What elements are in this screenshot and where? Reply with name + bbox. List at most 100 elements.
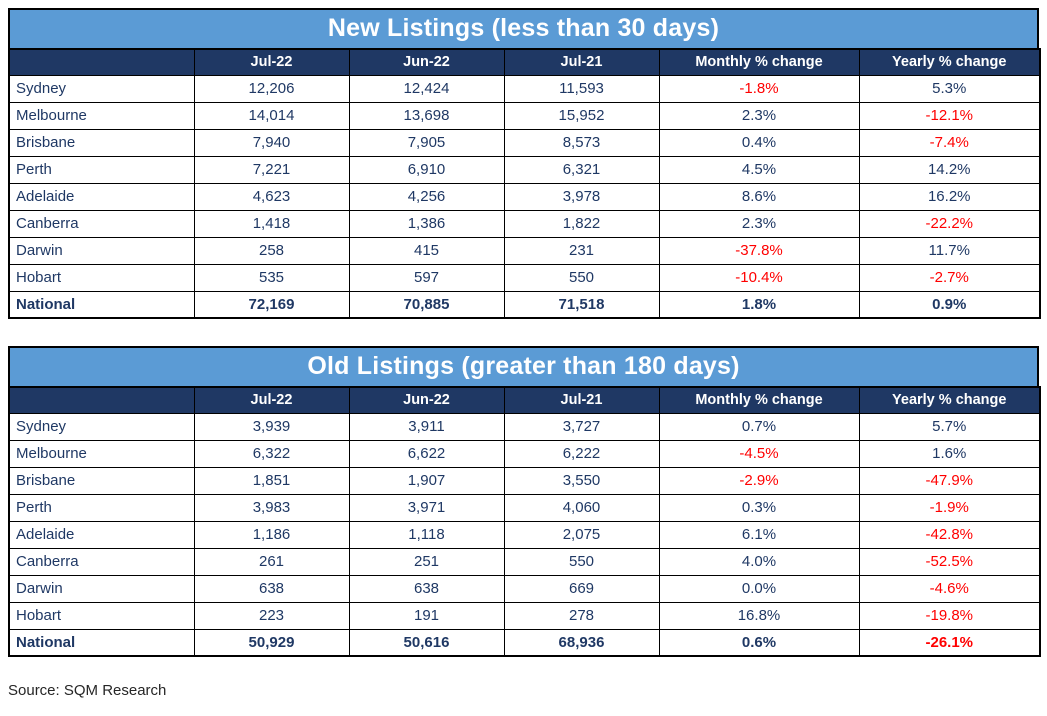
value-cell: 6,322: [193, 439, 350, 468]
table-row: Perth 7,221 6,910 6,321 4.5% 14.2%: [8, 155, 1041, 184]
value-cell: 1,186: [193, 520, 350, 549]
value-cell: 261: [193, 547, 350, 576]
value-cell: -22.2%: [858, 209, 1041, 238]
value-cell: 1.6%: [858, 439, 1041, 468]
value-cell: 72,169: [193, 290, 350, 319]
value-cell: -4.5%: [658, 439, 860, 468]
new-listings-table: New Listings (less than 30 days) Jul-22 J…: [8, 8, 1041, 319]
value-cell: 6,222: [503, 439, 660, 468]
value-cell: 13,698: [348, 101, 505, 130]
value-cell: 191: [348, 601, 505, 630]
value-cell: 638: [193, 574, 350, 603]
value-cell: 1,118: [348, 520, 505, 549]
value-cell: 71,518: [503, 290, 660, 319]
value-cell: 638: [348, 574, 505, 603]
value-cell: 258: [193, 236, 350, 265]
value-cell: 14.2%: [858, 155, 1041, 184]
value-cell: -19.8%: [858, 601, 1041, 630]
value-cell: 0.4%: [658, 128, 860, 157]
value-cell: -52.5%: [858, 547, 1041, 576]
value-cell: 550: [503, 547, 660, 576]
column-header: Jul-22: [193, 48, 350, 76]
value-cell: -2.7%: [858, 263, 1041, 292]
value-cell: 535: [193, 263, 350, 292]
value-cell: -37.8%: [658, 236, 860, 265]
value-cell: 6,321: [503, 155, 660, 184]
old-listings-table: Old Listings (greater than 180 days) Jul…: [8, 346, 1041, 657]
row-label: Darwin: [8, 236, 195, 265]
value-cell: 16.8%: [658, 601, 860, 630]
new-listings-data-table: Jul-22 Jun-22 Jul-21 Monthly % change Yearly…: [8, 48, 1041, 319]
value-cell: 2.3%: [658, 101, 860, 130]
table-row: Canberra 261 251 550 4.0% -52.5%: [8, 547, 1041, 576]
value-cell: 6,910: [348, 155, 505, 184]
table-row: Darwin 638 638 669 0.0% -4.6%: [8, 574, 1041, 603]
value-cell: -47.9%: [858, 466, 1041, 495]
value-cell: 4,060: [503, 493, 660, 522]
row-label: Sydney: [8, 74, 195, 103]
old-listings-title: Old Listings (greater than 180 days): [8, 346, 1039, 386]
table-row: Melbourne 14,014 13,698 15,952 2.3% -12.1%: [8, 101, 1041, 130]
new-listings-title: New Listings (less than 30 days): [8, 8, 1039, 48]
value-cell: 5.7%: [858, 412, 1041, 441]
value-cell: 1,386: [348, 209, 505, 238]
page: New Listings (less than 30 days) Jul-22 J…: [8, 8, 1041, 699]
table-row: National 50,929 50,616 68,936 0.6% -26.1%: [8, 628, 1041, 657]
value-cell: 7,940: [193, 128, 350, 157]
row-label-header: [8, 386, 195, 414]
value-cell: 4,256: [348, 182, 505, 211]
value-cell: 3,939: [193, 412, 350, 441]
value-cell: -7.4%: [858, 128, 1041, 157]
value-cell: 1.8%: [658, 290, 860, 319]
value-cell: 12,206: [193, 74, 350, 103]
value-cell: 231: [503, 236, 660, 265]
row-label: Melbourne: [8, 439, 195, 468]
header-row: Jul-22 Jun-22 Jul-21 Monthly % change Yearly…: [8, 386, 1041, 414]
row-label: Brisbane: [8, 466, 195, 495]
value-cell: -10.4%: [658, 263, 860, 292]
value-cell: 0.6%: [658, 628, 860, 657]
row-label: Brisbane: [8, 128, 195, 157]
value-cell: 11,593: [503, 74, 660, 103]
table-row: Adelaide 1,186 1,118 2,075 6.1% -42.8%: [8, 520, 1041, 549]
value-cell: 4.5%: [658, 155, 860, 184]
value-cell: 0.0%: [658, 574, 860, 603]
value-cell: 3,978: [503, 182, 660, 211]
value-cell: 3,983: [193, 493, 350, 522]
value-cell: 669: [503, 574, 660, 603]
value-cell: 16.2%: [858, 182, 1041, 211]
value-cell: 50,616: [348, 628, 505, 657]
value-cell: 2.3%: [658, 209, 860, 238]
value-cell: 278: [503, 601, 660, 630]
value-cell: 597: [348, 263, 505, 292]
column-header: Jul-21: [503, 48, 660, 76]
table-row: Sydney 12,206 12,424 11,593 -1.8% 5.3%: [8, 74, 1041, 103]
row-label: Hobart: [8, 263, 195, 292]
value-cell: 251: [348, 547, 505, 576]
value-cell: 4,623: [193, 182, 350, 211]
table-body: Sydney 12,206 12,424 11,593 -1.8% 5.3% Melbour…: [8, 74, 1041, 319]
value-cell: 0.7%: [658, 412, 860, 441]
value-cell: 8.6%: [658, 182, 860, 211]
table-row: Brisbane 1,851 1,907 3,550 -2.9% -47.9%: [8, 466, 1041, 495]
row-label: National: [8, 290, 195, 319]
header-row: Jul-22 Jun-22 Jul-21 Monthly % change Yearly…: [8, 48, 1041, 76]
value-cell: 3,911: [348, 412, 505, 441]
value-cell: 1,851: [193, 466, 350, 495]
column-header: Monthly % change: [658, 386, 860, 414]
value-cell: -1.9%: [858, 493, 1041, 522]
table-row: Darwin 258 415 231 -37.8% 11.7%: [8, 236, 1041, 265]
row-label: Adelaide: [8, 520, 195, 549]
value-cell: 1,418: [193, 209, 350, 238]
value-cell: 1,907: [348, 466, 505, 495]
column-header: Jun-22: [348, 386, 505, 414]
row-label: Melbourne: [8, 101, 195, 130]
row-label: Canberra: [8, 209, 195, 238]
column-header: Jun-22: [348, 48, 505, 76]
source-note: Source: SQM Research: [8, 682, 167, 699]
row-label: Sydney: [8, 412, 195, 441]
row-label: Hobart: [8, 601, 195, 630]
table-row: National 72,169 70,885 71,518 1.8% 0.9%: [8, 290, 1041, 319]
value-cell: 70,885: [348, 290, 505, 319]
table-row: Canberra 1,418 1,386 1,822 2.3% -22.2%: [8, 209, 1041, 238]
